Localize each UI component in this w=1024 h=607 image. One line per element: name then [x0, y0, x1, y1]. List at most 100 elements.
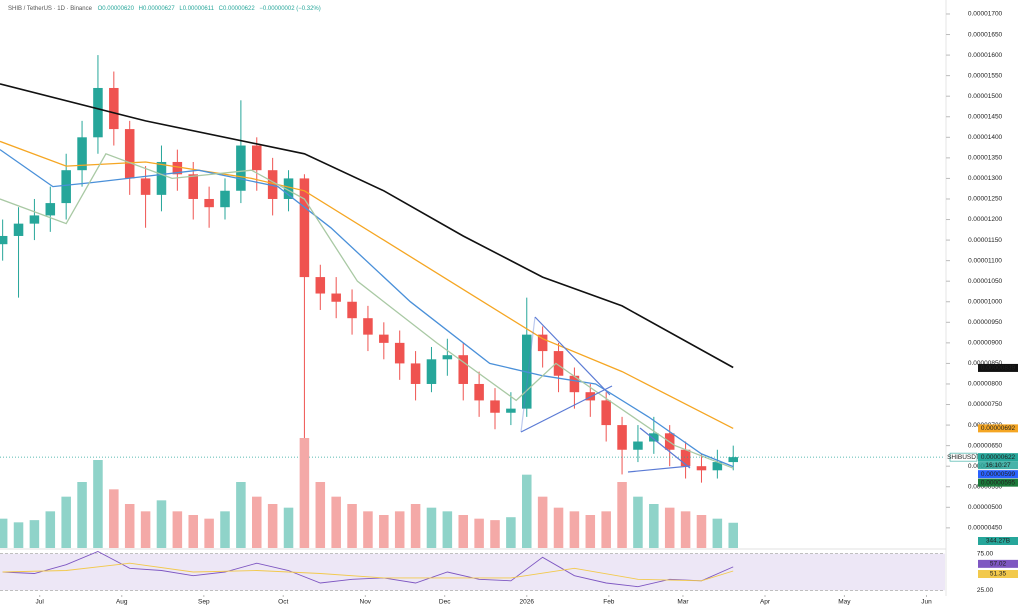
plot [0, 55, 945, 591]
rsi-band [0, 553, 945, 591]
candle-body [0, 235, 8, 245]
candle-body [601, 400, 611, 426]
volume-bar [394, 511, 405, 548]
volume-bar [617, 482, 627, 548]
y-tick-label: 0.00001350 [968, 155, 1003, 162]
volume-bar [172, 511, 183, 548]
volume-bar [93, 460, 103, 548]
volume-bar [426, 507, 437, 548]
x-tick-label: Dec [439, 599, 451, 606]
candle-body [553, 351, 564, 376]
candle-body [220, 190, 230, 208]
candle-body [172, 161, 183, 175]
candle-body [379, 334, 389, 343]
x-tick-label: Jul [36, 599, 45, 606]
volume-bar [664, 507, 675, 548]
candle-body [77, 137, 87, 171]
y-tick-label: 0.00001500 [968, 93, 1003, 100]
volume-bar [696, 515, 707, 548]
candle-body [506, 408, 516, 413]
candle-body [188, 174, 198, 199]
y-tick-label: 0.00001300 [968, 175, 1003, 182]
candle-body [426, 359, 437, 384]
candle-body [13, 223, 24, 236]
volume-bar [45, 511, 56, 548]
candle-body [696, 466, 707, 471]
trendline [534, 316, 611, 396]
candle-body [442, 355, 453, 360]
candle-body [93, 87, 103, 138]
candle-body [712, 462, 723, 471]
volume-bar [537, 496, 548, 548]
volume-bar [680, 511, 691, 548]
trendlines [520, 316, 691, 473]
price-tag [978, 424, 1018, 433]
volume-bar [156, 500, 167, 548]
candle-body [331, 293, 341, 302]
volume-bar [506, 517, 516, 548]
price-tag-label: 0.00000622 [981, 454, 1016, 461]
candle-body [252, 145, 262, 171]
volume-bar [252, 496, 262, 548]
trendline [639, 427, 691, 469]
symbol-tag [949, 452, 978, 462]
candle-body [410, 363, 421, 384]
volume-bar [124, 504, 135, 548]
moving-average [0, 152, 734, 469]
x-tick-label: Nov [360, 599, 372, 606]
y-tick-label: 0.00001000 [968, 298, 1003, 305]
volume-bar [522, 474, 532, 548]
y-tick-label: 0.00001100 [968, 257, 1002, 264]
candle-body [236, 145, 246, 191]
moving-average [0, 140, 734, 429]
close: C0.00000622 [219, 6, 256, 12]
x-tick-label: Sep [198, 599, 210, 606]
volume-tag [978, 537, 1018, 545]
candle-body [569, 375, 580, 393]
volume-bar [728, 522, 738, 548]
low: L0.00000611 [179, 6, 214, 12]
volume-bar [490, 520, 500, 548]
candle-body [109, 87, 119, 130]
header: SHIB / TetherUS · 1D · Binance O0.000006… [8, 6, 321, 12]
rsi-tag [978, 570, 1018, 579]
y-tick-label: 0.00001600 [968, 52, 1003, 59]
volume-bar [13, 522, 24, 548]
volume-bar [347, 504, 357, 548]
candle-body [45, 203, 56, 216]
price-tag [978, 363, 1018, 372]
price-tag [978, 470, 1018, 479]
rsi-tag [978, 559, 1018, 568]
candle-body [283, 178, 294, 199]
rsi-tag-label: 51.35 [990, 571, 1007, 578]
candle-body [204, 198, 214, 208]
price-tag [978, 453, 1018, 462]
symbol: SHIB / TetherUS · 1D · Binance [8, 6, 93, 12]
moving-average [0, 83, 734, 369]
volume-bar [553, 507, 564, 548]
volume-bar [331, 496, 341, 548]
y-tick-label: 0.00000800 [968, 381, 1003, 388]
moving-average [0, 149, 734, 468]
y-tick-label: 0.00000950 [968, 319, 1003, 326]
symbol-label: SHIBUSDT [947, 454, 980, 461]
price-tag-label: 0.00000692 [981, 425, 1016, 432]
candle-body [140, 178, 151, 195]
y-tick-label: 0.00001400 [968, 134, 1003, 141]
volume-bar [474, 518, 484, 548]
volume-bar [649, 504, 659, 548]
countdown-tag [978, 461, 1018, 470]
x-tick-label: 2026 [520, 599, 535, 606]
candle-body [124, 129, 135, 179]
y-tick-label: 0.00000750 [968, 401, 1003, 408]
candle-body [315, 277, 326, 294]
volume-bar [29, 520, 40, 548]
volume-bar [315, 482, 326, 548]
volume-bar [585, 515, 596, 548]
y-tick-label: 0.00000650 [968, 442, 1003, 449]
rsi-tag-label: 57.02 [990, 561, 1007, 568]
countdown: 16:10:27 [985, 462, 1011, 469]
candle-body [649, 433, 659, 442]
candle-body [363, 318, 373, 335]
